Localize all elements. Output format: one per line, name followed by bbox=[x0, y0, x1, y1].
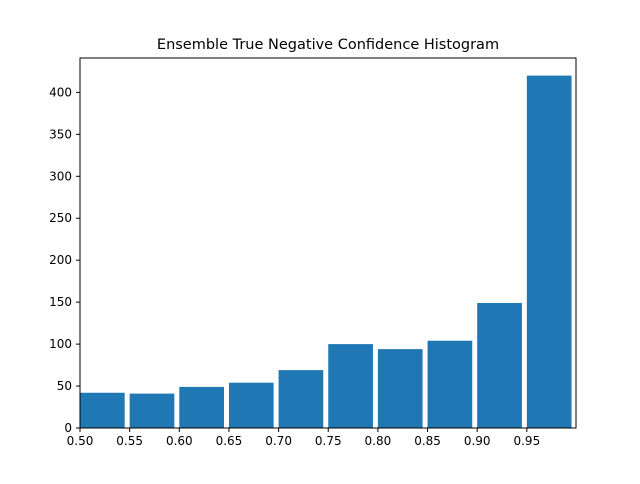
histogram-bar-0 bbox=[80, 392, 125, 428]
y-tick-label-0: 0 bbox=[64, 421, 72, 435]
y-tick-label-1: 50 bbox=[57, 379, 72, 393]
x-axis: 0.50 0.55 0.60 0.65 0.70 0.75 0.80 0.85 0.90 0.95 bbox=[67, 428, 540, 448]
x-tick-label-0: 0.50 bbox=[67, 434, 94, 448]
histogram-bar-4 bbox=[278, 370, 324, 428]
y-tick-label-3: 150 bbox=[49, 295, 72, 309]
x-tick-label-6: 0.80 bbox=[365, 434, 392, 448]
histogram-bar-5 bbox=[328, 344, 373, 428]
y-tick-label-7: 350 bbox=[49, 127, 72, 141]
histogram-bar-8 bbox=[477, 302, 522, 428]
y-tick-label-2: 100 bbox=[49, 337, 72, 351]
x-tick-label-7: 0.85 bbox=[414, 434, 441, 448]
histogram-bar-2 bbox=[179, 386, 224, 428]
x-tick-label-3: 0.65 bbox=[216, 434, 243, 448]
histogram-bar-3 bbox=[228, 382, 274, 428]
histogram-bar-7 bbox=[427, 340, 473, 428]
y-axis: 0 50 100 150 200 250 300 350 400 bbox=[49, 85, 80, 435]
y-tick-label-8: 400 bbox=[49, 85, 72, 99]
plot-frame bbox=[79, 57, 577, 429]
histogram-bar-1 bbox=[129, 393, 175, 428]
y-tick-label-6: 300 bbox=[49, 169, 72, 183]
x-tick-label-1: 0.55 bbox=[116, 434, 143, 448]
y-tick-label-4: 200 bbox=[49, 253, 72, 267]
histogram-bar-9 bbox=[526, 75, 572, 428]
chart-title: Ensemble True Negative Confidence Histog… bbox=[157, 37, 499, 53]
histogram-bar-6 bbox=[377, 349, 423, 428]
x-tick-label-9: 0.95 bbox=[513, 434, 540, 448]
x-tick-label-2: 0.60 bbox=[166, 434, 193, 448]
x-tick-label-5: 0.75 bbox=[315, 434, 342, 448]
x-tick-label-8: 0.90 bbox=[464, 434, 491, 448]
x-tick-label-4: 0.70 bbox=[265, 434, 292, 448]
bars-group bbox=[80, 75, 572, 428]
y-tick-label-5: 250 bbox=[49, 211, 72, 225]
